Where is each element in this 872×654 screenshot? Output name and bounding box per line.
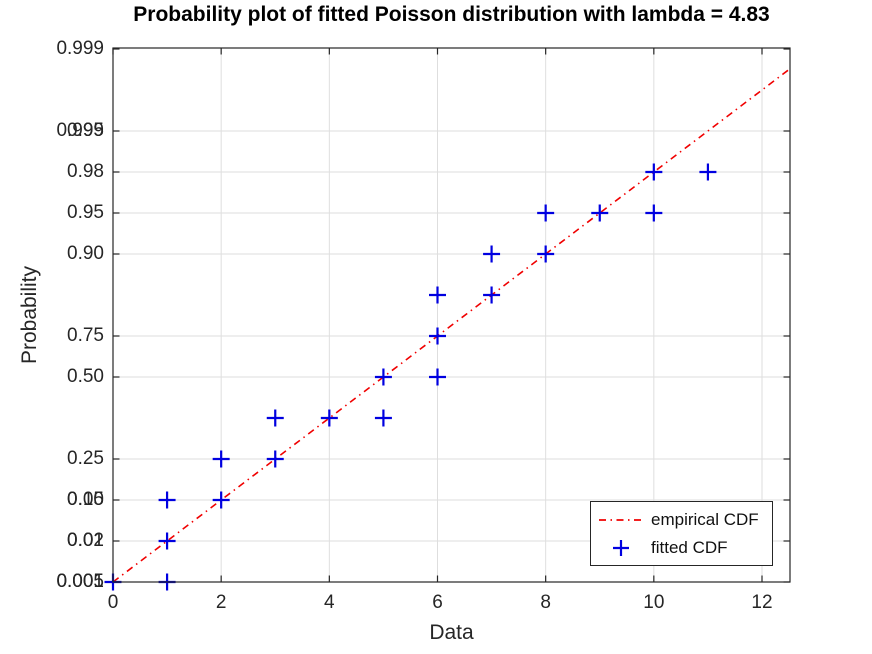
fitted-cdf-marker [429,368,446,386]
fitted-cdf-marker [212,491,230,509]
legend-item-fitted-cdf[interactable]: fitted CDF [591,534,772,562]
x-tick-label: 12 [751,592,773,613]
y-tick-label: 0.95 [67,202,104,223]
y-tick-label: 0.05 [67,489,104,510]
x-tick-label: 10 [643,592,665,613]
y-tick-label: 0.995 [56,120,104,141]
fitted-cdf-marker [483,245,501,263]
legend-item-empirical-cdf[interactable]: empirical CDF [591,506,772,534]
chart-title: Probability plot of fitted Poisson distr… [133,3,770,26]
fitted-cdf-marker [483,286,501,304]
x-tick-label: 8 [540,592,551,613]
y-tick-label: 0.005 [56,571,104,592]
y-tick-label: 0.98 [67,161,104,182]
x-tick-label: 6 [432,592,443,613]
y-tick-label: 0.99 [67,120,104,141]
x-tick-label: 0 [107,592,119,613]
fitted-cdf-marker [537,245,555,263]
dash-dot-line-sample-icon [599,519,643,521]
legend-label-fitted-cdf: fitted CDF [651,538,728,557]
y-tick-label: 0.001 [56,571,104,592]
fitted-cdf-marker [699,163,717,181]
y-tick-label: 0.50 [67,366,104,387]
fitted-cdf-marker [212,450,230,468]
y-tick-label: 0.75 [67,325,104,346]
fitted-cdf-marker [320,409,338,427]
fitted-cdf-marker [591,204,609,222]
fitted-cdf-marker [374,409,392,427]
fitted-cdf-marker [645,204,663,222]
y-tick-label: 0.25 [67,448,104,469]
empirical-cdf-line [112,68,791,583]
y-tick-label: 0.01 [67,530,104,551]
fitted-cdf-marker [158,532,176,550]
fitted-cdf-marker [429,286,446,304]
x-axis-label: Data [429,621,474,644]
y-tick-label: 0.999 [56,38,104,59]
y-tick-label: 0.90 [67,243,104,264]
fitted-cdf-marker [374,368,392,386]
fitted-cdf-marker [158,491,176,509]
plus-marker-sample-icon [613,540,629,556]
axes-border [112,47,791,583]
y-axis-label: Probability [18,265,41,365]
legend[interactable]: empirical CDF fitted CDF [590,501,773,566]
fitted-cdf-marker [266,409,284,427]
fitted-cdf-marker [537,204,555,222]
x-tick-label: 2 [215,592,227,613]
fitted-cdf-marker [266,450,284,468]
y-tick-label: 0.02 [67,530,104,551]
legend-label-empirical-cdf: empirical CDF [651,510,759,529]
fitted-cdf-marker [645,163,663,181]
y-tick-label: 0.10 [67,489,104,510]
x-tick-label: 4 [324,592,335,613]
fitted-cdf-marker [429,327,446,345]
